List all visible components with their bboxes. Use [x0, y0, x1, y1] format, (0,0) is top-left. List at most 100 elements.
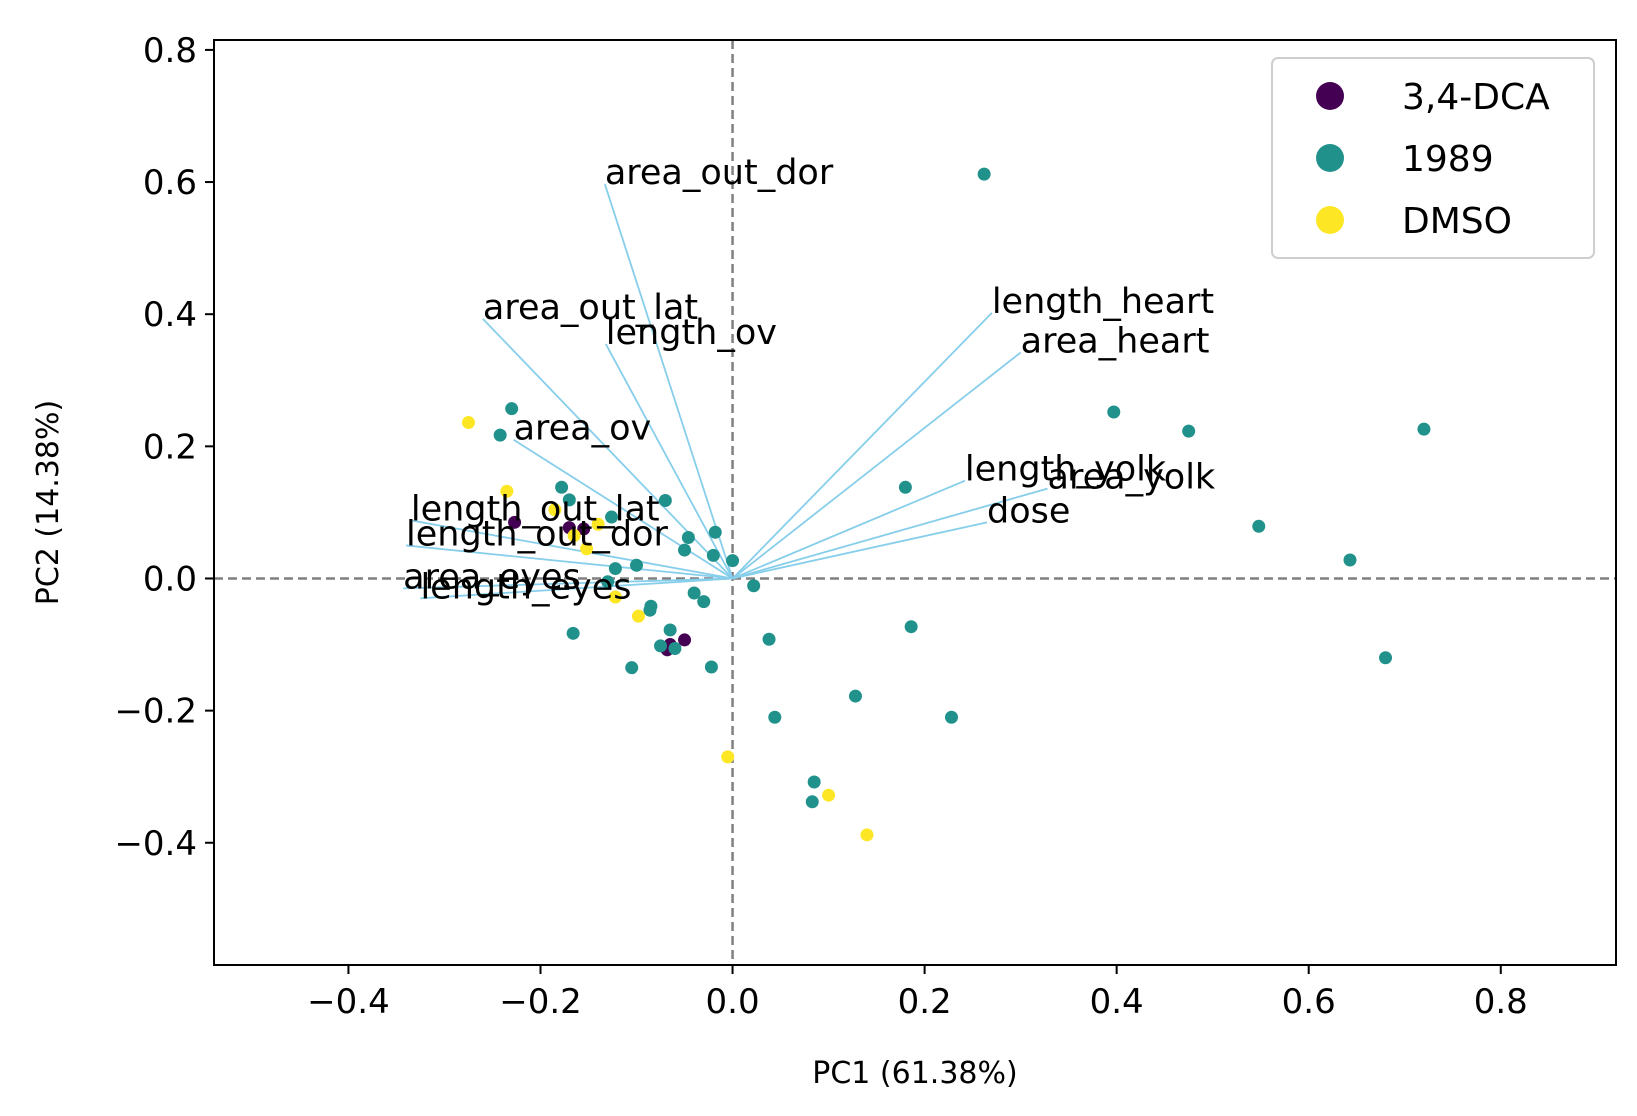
point-1989: [643, 603, 657, 617]
point-dmso: [822, 788, 836, 802]
point-1989: [505, 402, 519, 416]
loading-label-area-ov: area_ov: [514, 409, 652, 449]
point-1989: [904, 620, 918, 634]
point-dmso: [548, 503, 562, 517]
loading-label-length-out-dor: length_out_dor: [406, 514, 669, 554]
x-tick-label: 0.8: [1474, 982, 1528, 1022]
loading-vectors: [403, 183, 1048, 600]
point-dmso: [591, 517, 605, 531]
loading-vector-area-eyes: [403, 577, 733, 590]
point-1989: [944, 710, 958, 724]
point-1989: [663, 623, 677, 637]
reference-lines: [214, 40, 1616, 965]
point-1989: [708, 525, 722, 539]
point-1989: [608, 562, 622, 576]
y-axis-ticks: −0.4 −0.2 0.0 0.2 0.4 0.6 0.8: [114, 31, 214, 864]
y-tick-label: 0.6: [143, 163, 197, 203]
point-dmso: [461, 416, 475, 430]
point-1989: [1107, 405, 1121, 419]
loading-label-length-ov: length_ov: [606, 313, 777, 353]
legend-marker: [1316, 144, 1344, 172]
point-1989: [625, 661, 639, 675]
point-1989: [768, 710, 782, 724]
y-tick-label: 0.8: [143, 31, 197, 71]
x-tick-label: 0.4: [1090, 982, 1144, 1022]
y-tick-label: −0.4: [114, 824, 197, 864]
loading-vector-area-yolk: [732, 487, 1048, 580]
x-axis-label: PC1 (61.38%): [812, 1056, 1017, 1091]
point-1989: [493, 428, 507, 442]
point-1989: [805, 795, 819, 809]
legend-label: 1989: [1402, 139, 1494, 180]
point-1989: [668, 642, 682, 656]
x-tick-label: 0.6: [1282, 982, 1336, 1022]
point-dmso: [500, 484, 514, 498]
loading-label-length-eyes: length_eyes: [420, 567, 631, 607]
y-tick-label: 0.4: [143, 295, 197, 335]
y-axis-label: PC2 (14.38%): [31, 400, 66, 605]
x-tick-label: 0.2: [898, 982, 952, 1022]
point-1989: [706, 548, 720, 562]
loading-vector-length-eyes: [420, 577, 733, 600]
loading-label-length-heart: length_heart: [992, 282, 1214, 322]
point-dmso: [860, 828, 874, 842]
loading-label-area-heart: area_heart: [1021, 322, 1210, 362]
point-1989: [605, 510, 619, 524]
point-1989: [630, 558, 644, 572]
plot-frame: [213, 39, 1617, 966]
point-1989: [687, 586, 701, 600]
x-tick-label: 0.0: [706, 982, 760, 1022]
loading-vector-length-out-dor: [405, 544, 733, 580]
point-dmso: [631, 609, 645, 623]
loading-label-area-out-lat: area_out_lat: [483, 288, 698, 328]
loading-vector-length-yolk: [732, 479, 966, 580]
y-tick-label: −0.2: [114, 692, 197, 732]
loading-label-area-out-dor: area_out_dor: [605, 153, 834, 193]
point-dmso: [721, 750, 735, 764]
point-dmso: [608, 590, 622, 604]
x-axis-ticks: −0.4 −0.2 0.0 0.2 0.4 0.6 0.8: [307, 965, 1528, 1022]
point-1989: [566, 626, 580, 640]
x-tick-label: −0.4: [307, 982, 390, 1022]
point-1989: [898, 480, 912, 494]
legend-marker: [1316, 206, 1344, 234]
point-1989: [726, 554, 740, 568]
loading-label-area-yolk: area_yolk: [1048, 458, 1216, 498]
point-1989: [1182, 424, 1196, 438]
point-1989: [704, 660, 718, 674]
point-1989: [678, 543, 692, 557]
point-3-4-dca: [508, 515, 522, 529]
loading-vector-length-ov: [605, 343, 734, 579]
point-1989: [807, 775, 821, 789]
point-1989: [1343, 553, 1357, 567]
point-3-4-dca: [577, 522, 591, 536]
point-1989: [697, 595, 711, 609]
loading-vector-length-heart: [731, 312, 993, 580]
loading-label-length-out-lat: length_out_lat: [411, 489, 660, 529]
point-dmso: [580, 542, 594, 556]
loading-vector-area-ov: [513, 438, 734, 580]
y-tick-label: 0.2: [143, 427, 197, 467]
loading-label-dose: dose: [987, 491, 1070, 531]
x-tick-label: −0.2: [499, 982, 582, 1022]
point-1989: [977, 167, 991, 181]
point-1989: [762, 632, 776, 646]
point-1989: [848, 689, 862, 703]
point-1989: [562, 493, 576, 507]
legend-label: DMSO: [1402, 201, 1512, 242]
legend: 3,4-DCA 1989 DMSO: [1271, 57, 1595, 259]
loading-vector-area-heart: [731, 351, 1022, 580]
point-3-4-dca: [678, 633, 692, 647]
y-tick-label: 0.0: [143, 559, 197, 599]
point-1989: [601, 575, 615, 589]
loading-label-area-eyes: area_eyes: [403, 557, 581, 597]
point-1989: [555, 480, 569, 494]
legend-frame: [1271, 57, 1595, 259]
point-1989: [654, 639, 668, 653]
loading-vector-area-out-dor: [603, 183, 734, 579]
point-1989: [1379, 651, 1393, 665]
point-1989: [681, 531, 695, 545]
loading-label-length-yolk: length_yolk: [965, 450, 1167, 490]
